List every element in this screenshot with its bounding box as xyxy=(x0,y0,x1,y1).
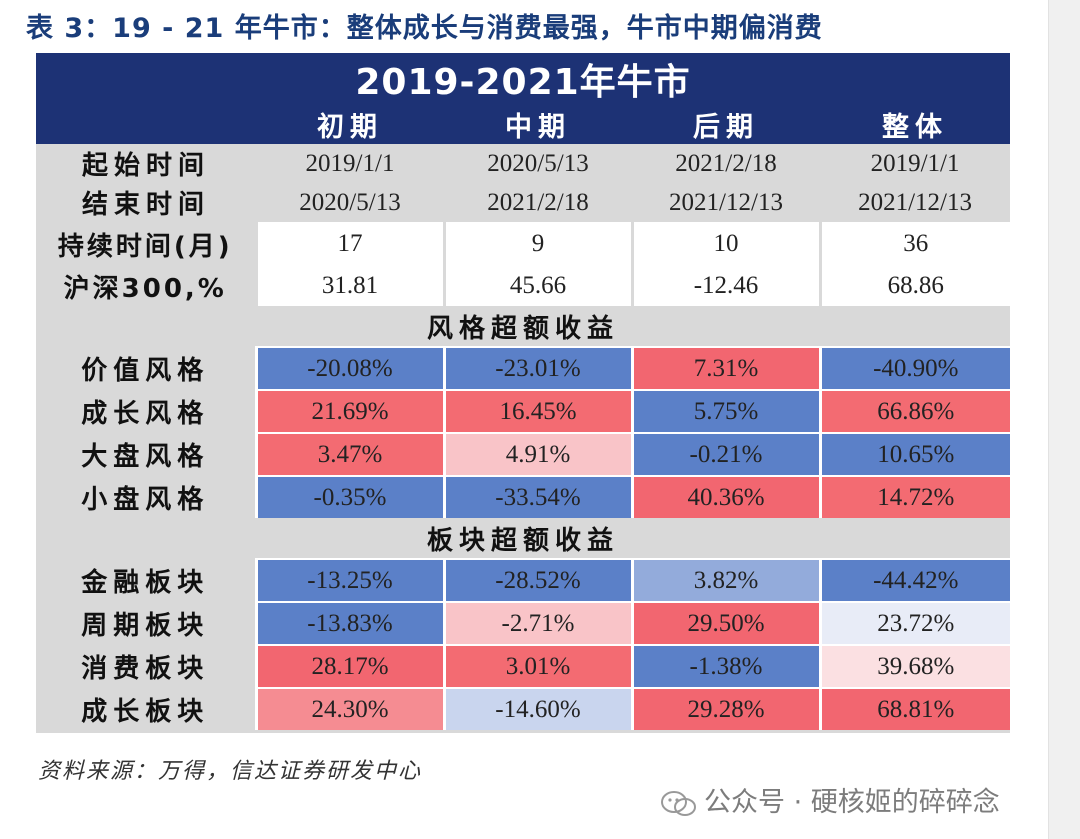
section-header-row: 板块超额收益 xyxy=(36,518,1011,559)
value-cell: -44.42% xyxy=(818,558,1011,602)
duration-cell: 10 xyxy=(630,222,820,266)
value-cell: -13.83% xyxy=(254,601,444,645)
corner-cell xyxy=(36,105,256,144)
value-cell: -0.21% xyxy=(630,432,820,476)
csi300-label: 沪深300,% xyxy=(36,266,256,306)
row-label: 成长板块 xyxy=(36,688,256,733)
end-date-cell: 2021/12/13 xyxy=(820,183,1011,222)
table-row: 消费板块 28.17% 3.01% -1.38% 39.68% xyxy=(36,644,1011,688)
row-label: 大盘风格 xyxy=(36,433,256,476)
table-row: 大盘风格 3.47% 4.91% -0.21% 10.65% xyxy=(36,432,1011,476)
csi300-cell: 31.81 xyxy=(254,266,444,306)
value-cell: 3.01% xyxy=(442,644,632,688)
row-label: 小盘风格 xyxy=(36,476,256,518)
section-title: 风格超额收益 xyxy=(36,306,1011,347)
column-header: 整体 xyxy=(820,105,1011,144)
table-row: 价值风格 -20.08% -23.01% 7.31% -40.90% xyxy=(36,346,1011,390)
row-label: 金融板块 xyxy=(36,559,256,602)
duration-cell: 17 xyxy=(254,222,444,266)
end-date-label: 结束时间 xyxy=(36,183,256,222)
value-cell: -33.54% xyxy=(442,475,632,518)
value-cell: 40.36% xyxy=(630,475,820,518)
table-row: 小盘风格 -0.35% -33.54% 40.36% 14.72% xyxy=(36,475,1011,518)
duration-row: 持续时间(月) 17 9 10 36 xyxy=(36,222,1011,266)
bull-market-table: 2019-2021年牛市 初期 中期 后期 整体 起始时间 2019/1/1 2… xyxy=(36,53,1011,733)
start-date-row: 起始时间 2019/1/1 2020/5/13 2021/2/18 2019/1… xyxy=(36,144,1011,183)
value-cell: 39.68% xyxy=(818,644,1011,688)
csi300-cell: 68.86 xyxy=(818,266,1011,306)
source-note: 资料来源：万得，信达证券研发中心 xyxy=(38,759,423,784)
csi300-cell: 45.66 xyxy=(442,266,632,306)
row-label: 消费板块 xyxy=(36,645,256,688)
table-main-header: 2019-2021年牛市 xyxy=(36,53,1011,105)
end-date-cell: 2021/2/18 xyxy=(444,183,632,222)
watermark-text: 公众号 · 硬核姬的碎碎念 xyxy=(704,787,1000,818)
row-label: 成长风格 xyxy=(36,390,256,433)
duration-cell: 9 xyxy=(442,222,632,266)
value-cell: 21.69% xyxy=(254,389,444,433)
table-row: 周期板块 -13.83% -2.71% 29.50% 23.72% xyxy=(36,601,1011,645)
value-cell: 10.65% xyxy=(818,432,1011,476)
table-row: 成长板块 24.30% -14.60% 29.28% 68.81% xyxy=(36,687,1011,733)
column-header: 初期 xyxy=(256,105,444,144)
duration-cell: 36 xyxy=(818,222,1011,266)
value-cell: -0.35% xyxy=(254,475,444,518)
section-header-row: 风格超额收益 xyxy=(36,306,1011,347)
duration-label: 持续时间(月) xyxy=(36,222,256,266)
value-cell: 7.31% xyxy=(630,346,820,390)
report-card: 表 3：19 - 21 年牛市：整体成长与消费最强，牛市中期偏消费 2019-2… xyxy=(0,0,1049,839)
section-title: 板块超额收益 xyxy=(36,518,1011,559)
value-cell: 66.86% xyxy=(818,389,1011,433)
row-label: 价值风格 xyxy=(36,347,256,390)
end-date-cell: 2021/12/13 xyxy=(632,183,820,222)
value-cell: -23.01% xyxy=(442,346,632,390)
csi300-cell: -12.46 xyxy=(630,266,820,306)
value-cell: 28.17% xyxy=(254,644,444,688)
value-cell: 16.45% xyxy=(442,389,632,433)
value-cell: -14.60% xyxy=(442,687,632,733)
end-date-row: 结束时间 2020/5/13 2021/2/18 2021/12/13 2021… xyxy=(36,183,1011,222)
start-date-label: 起始时间 xyxy=(36,144,256,183)
value-cell: 68.81% xyxy=(818,687,1011,733)
row-label: 周期板块 xyxy=(36,602,256,645)
value-cell: -2.71% xyxy=(442,601,632,645)
value-cell: 3.47% xyxy=(254,432,444,476)
value-cell: 29.28% xyxy=(630,687,820,733)
value-cell: 24.30% xyxy=(254,687,444,733)
table-title: 表 3：19 - 21 年牛市：整体成长与消费最强，牛市中期偏消费 xyxy=(26,13,823,44)
start-date-cell: 2021/2/18 xyxy=(632,144,820,183)
start-date-cell: 2020/5/13 xyxy=(444,144,632,183)
value-cell: 23.72% xyxy=(818,601,1011,645)
watermark: 公众号 · 硬核姬的碎碎念 xyxy=(660,780,1000,819)
value-cell: 29.50% xyxy=(630,601,820,645)
value-cell: 4.91% xyxy=(442,432,632,476)
table-row: 成长风格 21.69% 16.45% 5.75% 66.86% xyxy=(36,389,1011,433)
end-date-cell: 2020/5/13 xyxy=(256,183,444,222)
value-cell: 3.82% xyxy=(630,558,820,602)
start-date-cell: 2019/1/1 xyxy=(820,144,1011,183)
value-cell: 5.75% xyxy=(630,389,820,433)
value-cell: -20.08% xyxy=(254,346,444,390)
value-cell: -13.25% xyxy=(254,558,444,602)
table-header-row: 2019-2021年牛市 xyxy=(36,53,1011,105)
wechat-icon xyxy=(660,790,698,818)
table-row: 金融板块 -13.25% -28.52% 3.82% -44.42% xyxy=(36,558,1011,602)
value-cell: 14.72% xyxy=(818,475,1011,518)
csi300-row: 沪深300,% 31.81 45.66 -12.46 68.86 xyxy=(36,266,1011,306)
value-cell: -1.38% xyxy=(630,644,820,688)
value-cell: -28.52% xyxy=(442,558,632,602)
column-header: 后期 xyxy=(632,105,820,144)
column-header: 中期 xyxy=(444,105,632,144)
start-date-cell: 2019/1/1 xyxy=(256,144,444,183)
column-header-row: 初期 中期 后期 整体 xyxy=(36,105,1011,144)
value-cell: -40.90% xyxy=(818,346,1011,390)
